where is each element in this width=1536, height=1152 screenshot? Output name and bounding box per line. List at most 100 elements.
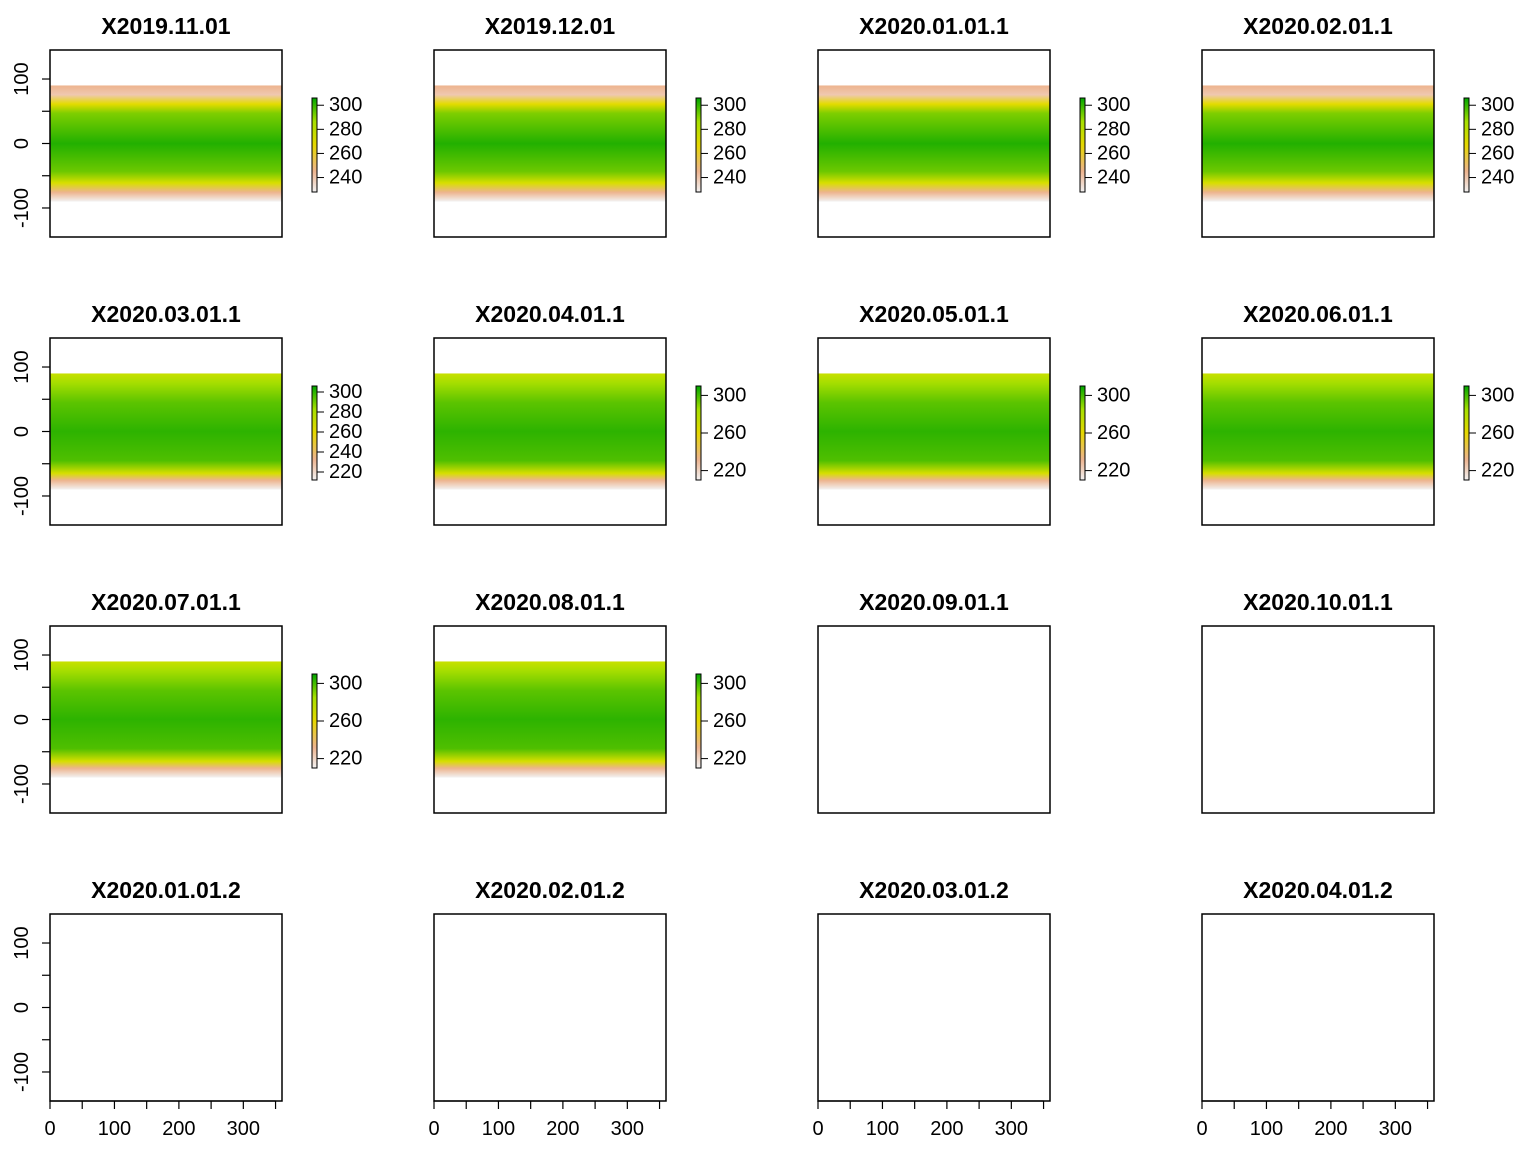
y-tick-label: -100	[11, 188, 33, 228]
legend-tick-label: 300	[329, 94, 362, 116]
x-tick-label: 300	[227, 1118, 260, 1140]
panel: X2020.03.01.2 0 100 200 300	[812, 877, 1051, 1140]
plot-frame	[433, 49, 667, 238]
legend-tick-label: 240	[329, 441, 362, 463]
legend-color-bar	[695, 97, 702, 193]
panel-title: X2020.10.01.1	[1243, 589, 1393, 615]
legend-color-bar	[1463, 385, 1470, 481]
legend-color-bar	[311, 673, 318, 769]
legend-tick-label: 260	[329, 421, 362, 443]
legend-tick-label: 300	[329, 381, 362, 403]
legend-tick-label: 280	[329, 118, 362, 140]
panel: X2020.01.01.2 -100 0 100 0 100 200 300	[11, 877, 283, 1140]
color-legend: 220 260 300	[1463, 384, 1514, 482]
legend-tick-label: 260	[1097, 142, 1130, 164]
panel-title: X2020.05.01.1	[859, 301, 1009, 327]
temperature-raster	[1202, 373, 1434, 490]
legend-color-bar	[695, 673, 702, 769]
y-tick-label: 0	[11, 714, 33, 725]
legend-tick-label: 220	[713, 460, 746, 482]
plot-frame	[433, 625, 667, 814]
panel-title: X2020.06.01.1	[1243, 301, 1393, 327]
x-axis: 0 100 200 300	[428, 1100, 661, 1140]
plot-frame	[1201, 913, 1435, 1102]
panel-title: X2020.02.01.2	[475, 877, 625, 903]
panel: X2020.06.01.1 220 260 300	[1201, 301, 1514, 526]
y-axis: -100 0 100	[11, 62, 50, 228]
legend-tick-label: 300	[1481, 384, 1514, 406]
y-tick-label: 0	[11, 1002, 33, 1013]
legend-tick-label: 280	[1097, 118, 1130, 140]
x-tick-label: 300	[995, 1118, 1028, 1140]
plot-frame	[817, 337, 1051, 526]
panel: X2020.05.01.1 220 260 300	[817, 301, 1130, 526]
legend-color-bar	[1079, 97, 1086, 193]
temperature-raster	[434, 85, 666, 202]
x-tick-label: 300	[1379, 1118, 1412, 1140]
y-axis: -100 0 100	[11, 926, 50, 1092]
temperature-raster	[50, 85, 282, 202]
temperature-raster	[50, 373, 282, 490]
temperature-raster	[1202, 85, 1434, 202]
color-legend: 220 260 300	[695, 672, 746, 770]
legend-tick-label: 280	[329, 401, 362, 423]
legend-tick-label: 260	[329, 142, 362, 164]
y-tick-label: 0	[11, 426, 33, 437]
panel: X2020.10.01.1	[1201, 589, 1435, 814]
plot-frame	[1201, 337, 1435, 526]
legend-tick-label: 240	[713, 167, 746, 189]
x-tick-label: 200	[930, 1118, 963, 1140]
legend-tick-label: 260	[329, 710, 362, 732]
x-tick-label: 300	[611, 1118, 644, 1140]
legend-tick-label: 280	[713, 118, 746, 140]
x-tick-label: 100	[98, 1118, 131, 1140]
temperature-raster	[818, 373, 1050, 490]
x-tick-label: 200	[546, 1118, 579, 1140]
y-tick-label: 100	[11, 350, 33, 383]
legend-color-bar	[311, 97, 318, 193]
legend-color-bar	[311, 385, 318, 481]
temperature-raster	[434, 373, 666, 490]
legend-tick-label: 220	[713, 748, 746, 770]
legend-tick-label: 260	[713, 422, 746, 444]
color-legend: 220 260 300	[1079, 384, 1130, 482]
color-legend: 220 260 300	[311, 672, 362, 770]
x-axis: 0 100 200 300	[1196, 1100, 1429, 1140]
panel: X2020.04.01.2 0 100 200 300	[1196, 877, 1435, 1140]
temperature-raster	[50, 661, 282, 778]
y-tick-label: -100	[11, 764, 33, 804]
y-tick-label: 0	[11, 138, 33, 149]
plot-frame	[49, 913, 283, 1102]
plot-frame	[1201, 49, 1435, 238]
y-axis: -100 0 100	[11, 350, 50, 516]
legend-tick-label: 220	[329, 748, 362, 770]
x-tick-label: 0	[44, 1118, 55, 1140]
x-tick-label: 0	[812, 1118, 823, 1140]
x-tick-label: 0	[1196, 1118, 1207, 1140]
y-tick-label: 100	[11, 926, 33, 959]
panel-title: X2020.03.01.2	[859, 877, 1009, 903]
panel-title: X2020.09.01.1	[859, 589, 1009, 615]
plot-frame	[433, 913, 667, 1102]
panel-title: X2019.11.01	[101, 13, 230, 39]
legend-tick-label: 260	[713, 142, 746, 164]
legend-tick-label: 260	[1481, 422, 1514, 444]
panel-title: X2020.04.01.2	[1243, 877, 1393, 903]
legend-color-bar	[1079, 385, 1086, 481]
panel: X2020.08.01.1 220 260 300	[433, 589, 746, 814]
y-tick-label: -100	[11, 1052, 33, 1092]
plot-frame	[817, 625, 1051, 814]
y-tick-label: 100	[11, 62, 33, 95]
x-axis: 0 100 200 300	[812, 1100, 1045, 1140]
y-tick-label: 100	[11, 638, 33, 671]
legend-tick-label: 240	[1097, 167, 1130, 189]
panel: X2020.09.01.1	[817, 589, 1051, 814]
panel-title: X2020.01.01.2	[91, 877, 241, 903]
panel: X2020.07.01.1 -100 0 100 220 260 300	[11, 589, 362, 814]
